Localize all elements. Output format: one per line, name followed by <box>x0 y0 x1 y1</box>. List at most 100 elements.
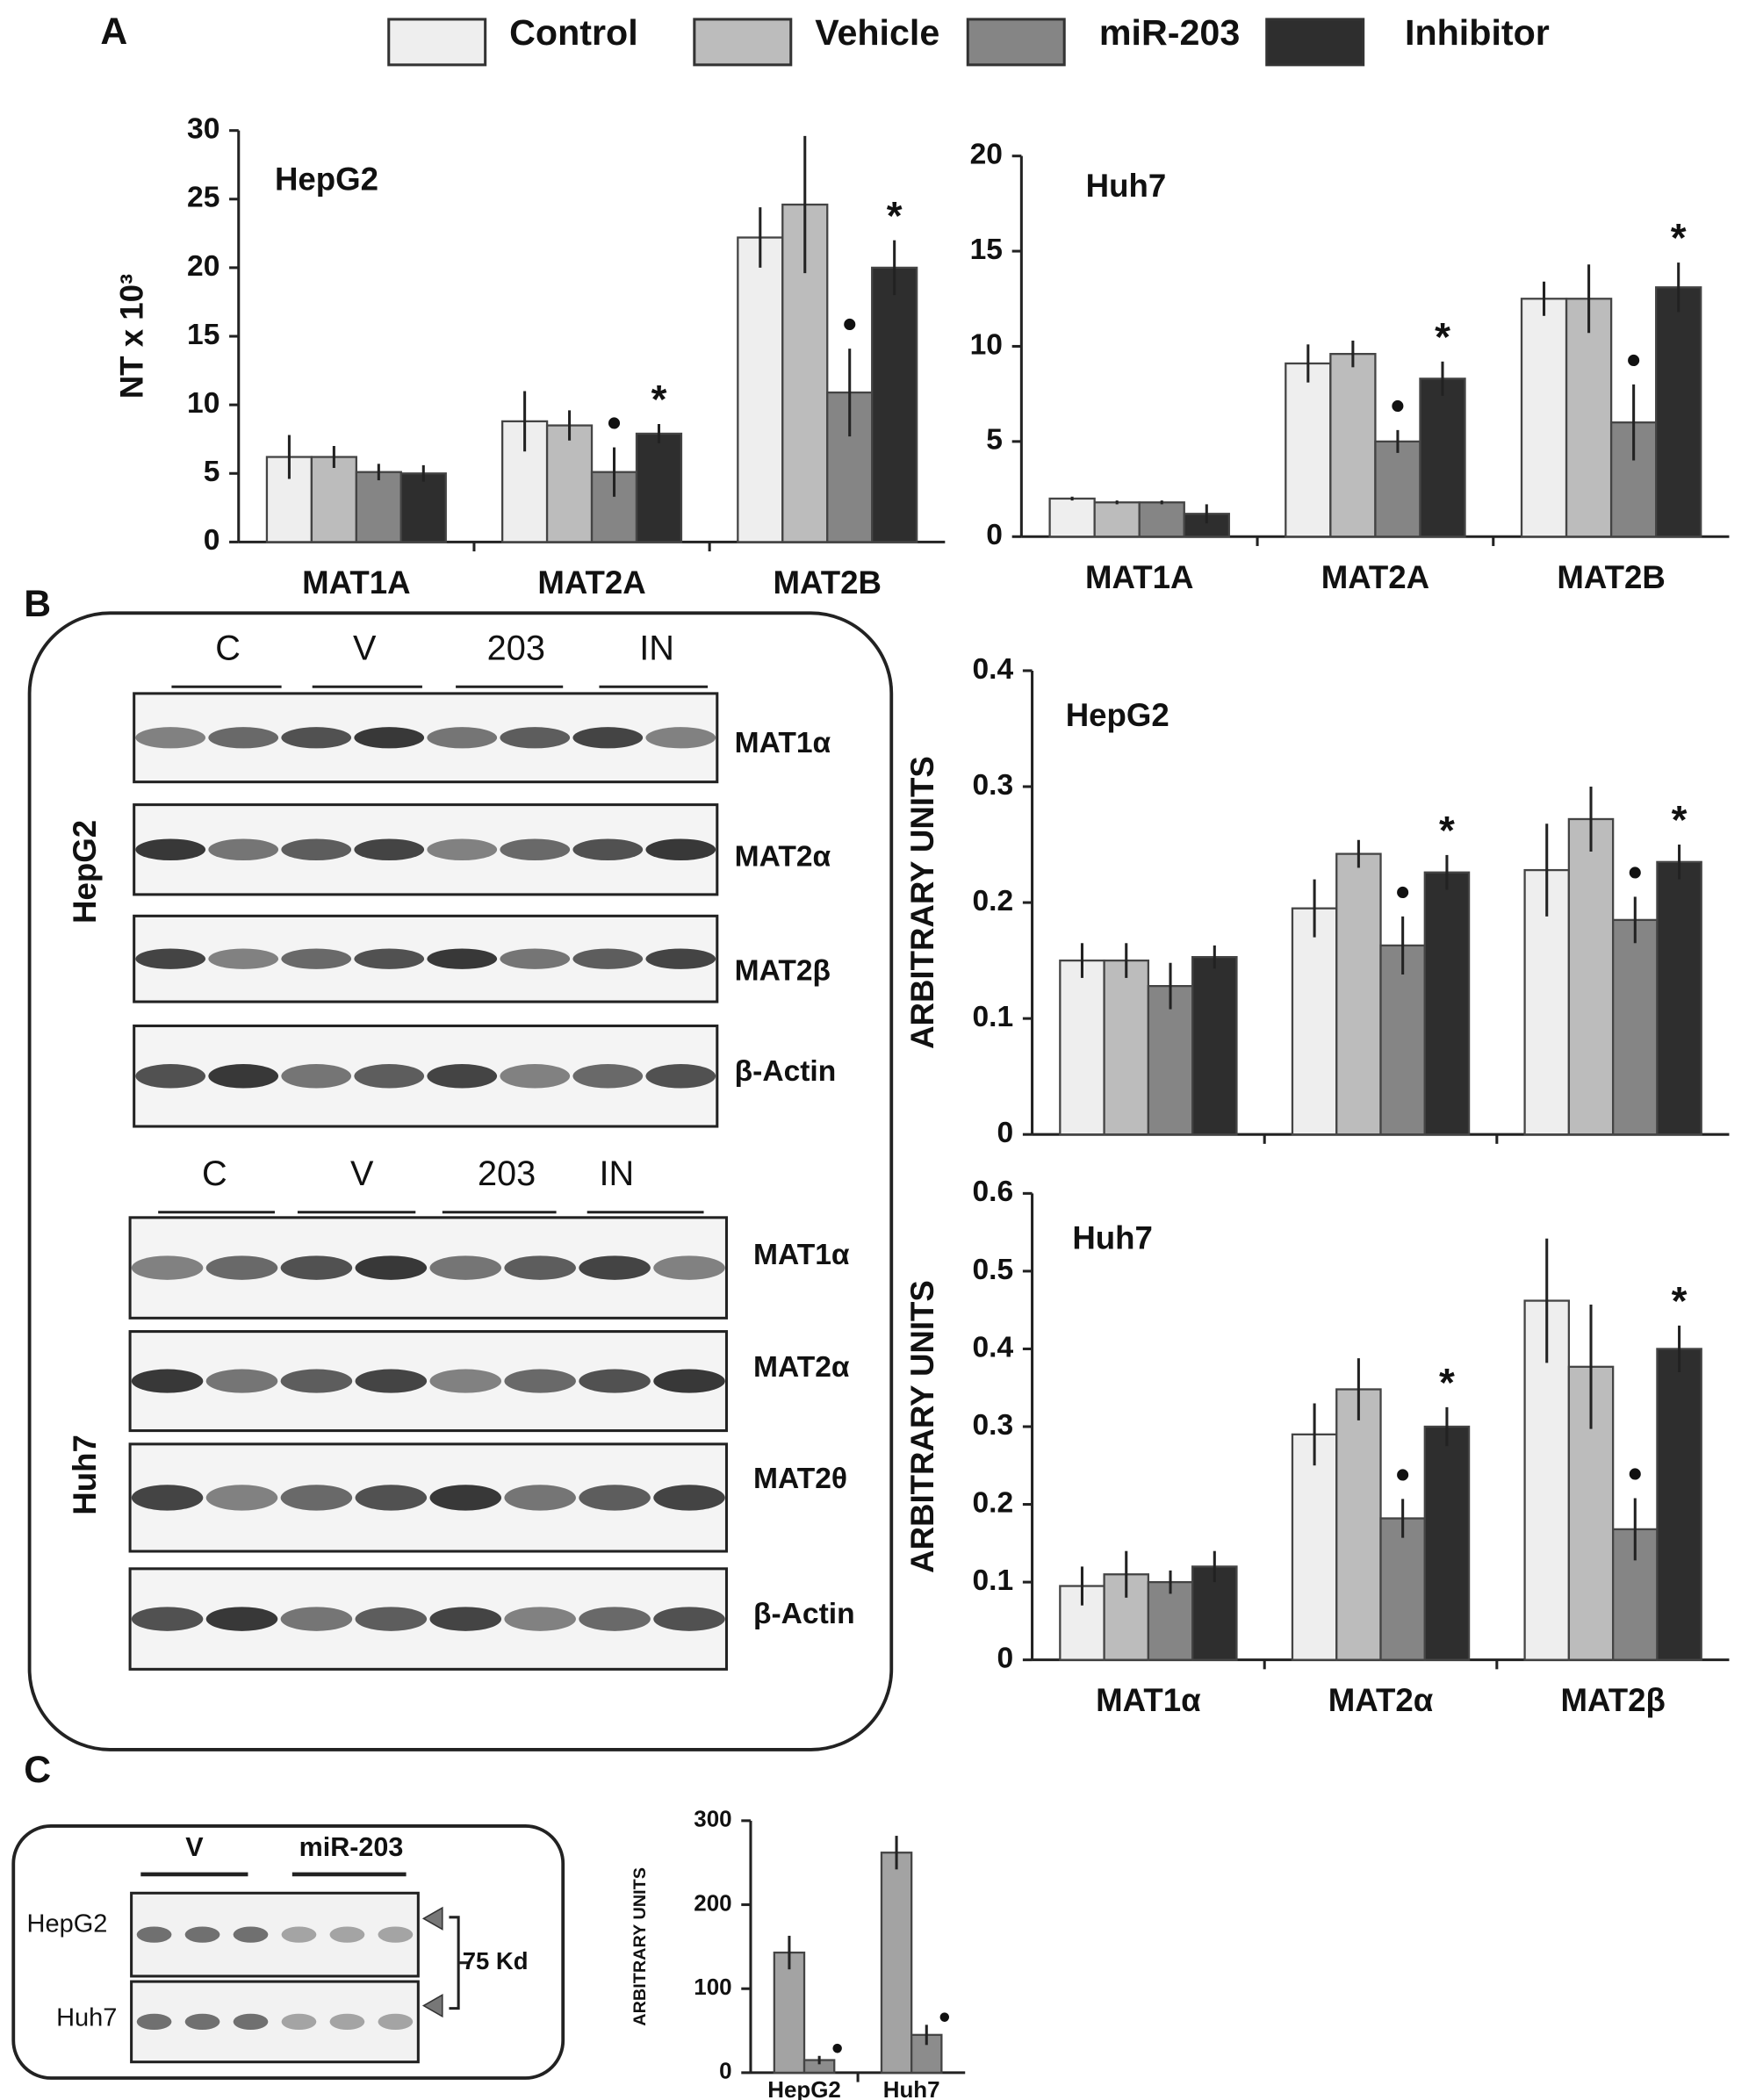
bar <box>1565 298 1613 538</box>
significance-marker: • <box>1396 1452 1410 1497</box>
blot-band <box>429 1607 502 1631</box>
blot-band <box>572 727 644 749</box>
panel-label: A <box>100 11 127 53</box>
y-axis-label: ARBITRARY UNITS <box>630 1867 650 2026</box>
x-tick-label: MAT2α <box>1328 1682 1434 1718</box>
x-tick-label: MAT2A <box>1321 559 1429 595</box>
bar <box>910 2033 943 2075</box>
blot-band <box>354 1064 425 1089</box>
bar <box>399 472 447 543</box>
cell-line-label: HepG2 <box>67 820 103 924</box>
significance-marker: * <box>1671 216 1687 261</box>
y-axis-label: ARBITRARY UNITS <box>904 756 940 1049</box>
blot-band <box>233 2013 269 2031</box>
y-tick-label: 200 <box>694 1891 731 1916</box>
significance-marker: • <box>831 2030 843 2066</box>
blot-band <box>135 948 206 969</box>
blot-band <box>205 1607 278 1631</box>
bar <box>1335 1388 1382 1661</box>
blot-band <box>645 727 716 749</box>
blot-band <box>572 948 644 969</box>
blot-band <box>653 1255 725 1280</box>
lane-label: C <box>202 1154 227 1193</box>
bar <box>1419 378 1466 538</box>
x-tick-label: MAT2B <box>1557 559 1665 595</box>
arrowhead <box>421 1906 443 1931</box>
y-tick-label: 5 <box>986 424 1003 457</box>
lane-label: IN <box>599 1154 634 1193</box>
lane-label: V <box>353 629 377 668</box>
y-tick-label: 0.6 <box>973 1176 1014 1208</box>
y-tick-label: 5 <box>204 456 220 488</box>
blot-band <box>131 1485 204 1511</box>
band-label: MAT1α <box>735 727 831 759</box>
significance-marker: * <box>1672 1279 1688 1324</box>
blot-band <box>281 1064 352 1089</box>
y-tick-label: 15 <box>970 234 1003 266</box>
blot-band <box>135 727 206 749</box>
blot-band <box>281 1926 317 1943</box>
bar <box>1291 1433 1338 1661</box>
blot-band <box>500 838 571 861</box>
y-tick-label: 0.4 <box>973 1331 1014 1363</box>
lane-label: C <box>215 629 241 668</box>
blot-band <box>504 1255 576 1280</box>
y-tick-label: 20 <box>187 250 220 283</box>
blot-strip <box>130 1980 420 2064</box>
chart-title: HepG2 <box>1066 697 1169 733</box>
bar <box>1048 497 1096 538</box>
y-tick-label: 0.2 <box>973 1486 1014 1519</box>
significance-marker: • <box>843 302 857 347</box>
bar <box>1147 1580 1194 1661</box>
blot-strip <box>130 1891 420 1978</box>
lane-label: 203 <box>478 1154 536 1193</box>
significance-marker: • <box>939 1999 950 2035</box>
x-tick-label: MAT2B <box>774 565 882 601</box>
bar <box>355 471 402 543</box>
bar <box>1103 959 1150 1136</box>
legend-swatch <box>693 18 793 67</box>
y-tick-label: 0 <box>986 519 1003 551</box>
y-tick-label: 10 <box>970 328 1003 361</box>
panel-c-frame <box>11 1824 565 2080</box>
significance-marker: • <box>608 400 622 445</box>
blot-band <box>500 948 571 969</box>
blot-band <box>572 1064 644 1089</box>
blot-band <box>281 727 352 749</box>
blot-band <box>135 1064 206 1089</box>
significance-marker: • <box>1628 1451 1642 1496</box>
lane-label: V <box>185 1832 204 1862</box>
blot-band <box>427 948 498 969</box>
bar <box>1655 286 1702 538</box>
lane-label: IN <box>639 629 674 668</box>
legend-swatch <box>387 18 487 67</box>
blot-band <box>429 1369 502 1393</box>
y-tick-label: 15 <box>187 319 220 351</box>
significance-marker: * <box>1439 1361 1455 1406</box>
significance-marker: * <box>651 378 667 422</box>
y-tick-label: 0.1 <box>973 1564 1014 1597</box>
bar <box>1191 955 1238 1136</box>
chart-title: Huh7 <box>1086 168 1167 204</box>
legend-swatch <box>966 18 1066 67</box>
bar <box>1423 871 1471 1136</box>
y-tick-label: 0.4 <box>973 653 1014 686</box>
bar <box>1656 860 1702 1136</box>
bracket <box>449 1916 470 2010</box>
row-label: Huh7 <box>56 2003 117 2032</box>
bar <box>1335 852 1382 1136</box>
blot-band <box>645 948 716 969</box>
legend-label: Vehicle <box>815 12 939 53</box>
blot-band <box>131 1369 204 1393</box>
x-tick-label: MAT1A <box>302 565 410 601</box>
blot-band <box>233 1926 269 1943</box>
bar <box>1093 501 1141 538</box>
legend-label: Control <box>509 12 638 53</box>
bar <box>773 1951 806 2075</box>
y-tick-label: 0 <box>997 1643 1014 1675</box>
significance-marker: * <box>1435 314 1450 359</box>
significance-marker: * <box>1672 798 1688 843</box>
row-label: HepG2 <box>27 1910 108 1938</box>
band-label: β-Actin <box>735 1055 837 1088</box>
blot-band <box>280 1485 353 1511</box>
